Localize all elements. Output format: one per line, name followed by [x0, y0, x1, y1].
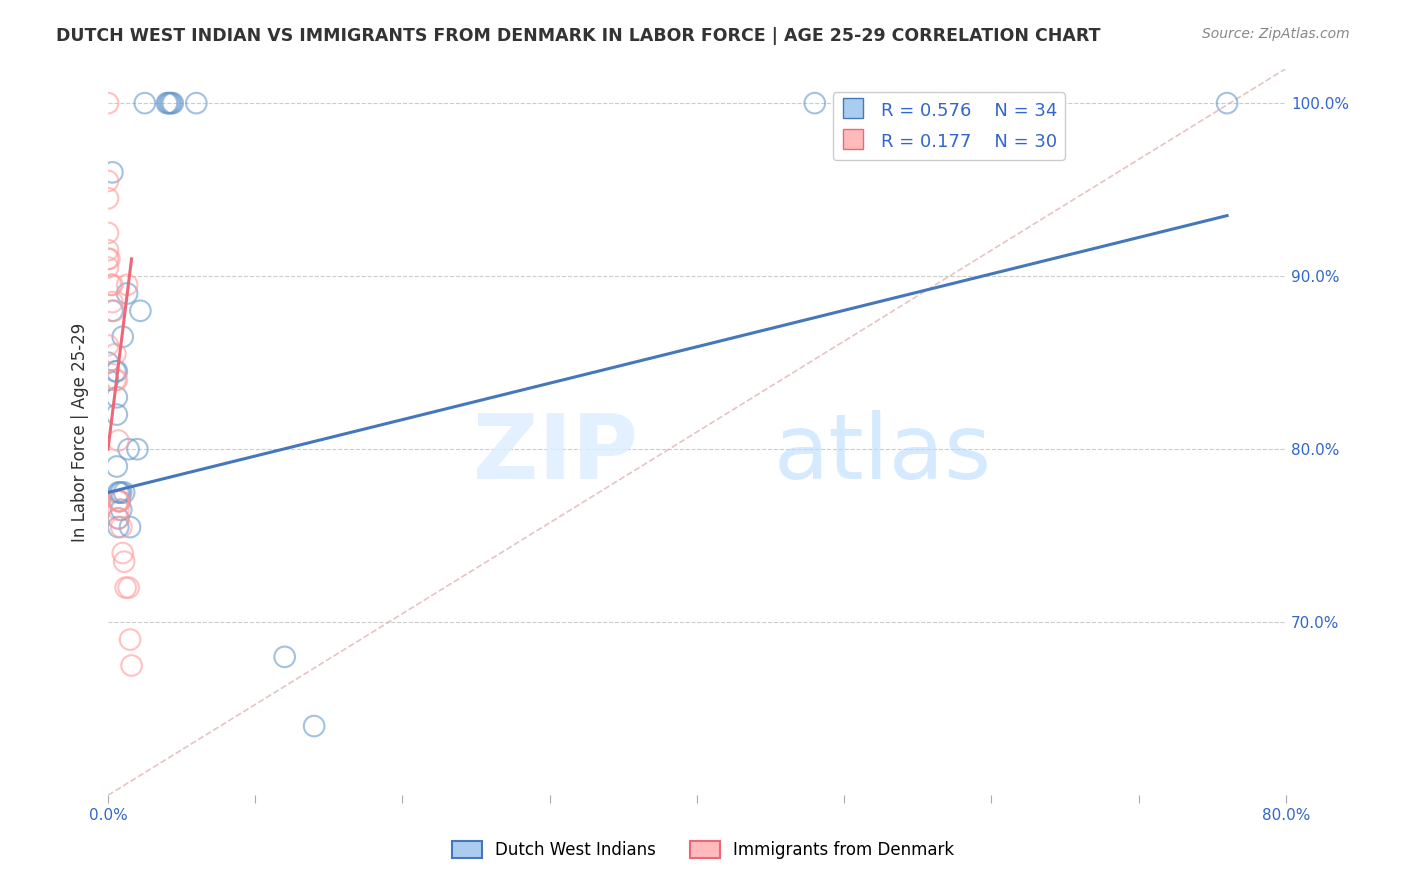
Point: [117, 442, 139, 457]
Point: [111, 330, 134, 344]
Point: [157, 96, 180, 111]
Point: [101, 303, 124, 318]
Point: [120, 520, 142, 534]
Point: [97, 252, 120, 266]
Point: [107, 511, 129, 525]
Point: [107, 520, 129, 534]
Point: [120, 632, 142, 647]
Point: [273, 649, 295, 664]
Point: [110, 485, 132, 500]
Text: DUTCH WEST INDIAN VS IMMIGRANTS FROM DENMARK IN LABOR FORCE | AGE 25-29 CORRELAT: DUTCH WEST INDIAN VS IMMIGRANTS FROM DEN…: [56, 27, 1101, 45]
Point: [108, 494, 131, 508]
Point: [160, 96, 183, 111]
Point: [101, 277, 124, 292]
Point: [97, 338, 120, 352]
Point: [134, 96, 156, 111]
Point: [108, 494, 131, 508]
Point: [97, 96, 120, 111]
Point: [117, 581, 139, 595]
Point: [110, 520, 132, 534]
Point: [98, 252, 121, 266]
Point: [108, 485, 131, 500]
Point: [156, 96, 179, 111]
Point: [186, 96, 208, 111]
Point: [104, 364, 127, 378]
Text: atlas: atlas: [773, 409, 991, 498]
Point: [112, 555, 135, 569]
Y-axis label: In Labor Force | Age 25-29: In Labor Force | Age 25-29: [72, 322, 89, 541]
Point: [105, 364, 128, 378]
Point: [101, 165, 124, 179]
Point: [97, 244, 120, 258]
Point: [97, 191, 120, 205]
Point: [105, 408, 128, 422]
Point: [100, 277, 122, 292]
Point: [107, 434, 129, 448]
Point: [110, 502, 132, 516]
Point: [97, 174, 120, 188]
Point: [107, 511, 129, 525]
Point: [104, 347, 127, 361]
Point: [115, 286, 138, 301]
Point: [107, 485, 129, 500]
Point: [103, 303, 125, 318]
Point: [107, 502, 129, 516]
Text: Source: ZipAtlas.com: Source: ZipAtlas.com: [1202, 27, 1350, 41]
Point: [97, 260, 120, 275]
Point: [105, 390, 128, 404]
Point: [162, 96, 184, 111]
Point: [129, 303, 152, 318]
Legend: Dutch West Indians, Immigrants from Denmark: Dutch West Indians, Immigrants from Denm…: [446, 834, 960, 866]
Point: [104, 373, 127, 387]
Point: [97, 226, 120, 240]
Legend: R = 0.576    N = 34, R = 0.177    N = 30: R = 0.576 N = 34, R = 0.177 N = 30: [832, 92, 1064, 160]
Point: [1216, 96, 1239, 111]
Point: [803, 96, 825, 111]
Point: [121, 658, 143, 673]
Point: [107, 494, 129, 508]
Point: [111, 546, 134, 560]
Point: [159, 96, 181, 111]
Point: [105, 459, 128, 474]
Point: [114, 581, 136, 595]
Point: [115, 277, 138, 292]
Point: [127, 442, 149, 457]
Text: ZIP: ZIP: [472, 409, 638, 498]
Point: [97, 356, 120, 370]
Point: [105, 373, 128, 387]
Point: [112, 485, 135, 500]
Point: [101, 295, 124, 310]
Point: [302, 719, 325, 733]
Point: [107, 494, 129, 508]
Point: [97, 373, 120, 387]
